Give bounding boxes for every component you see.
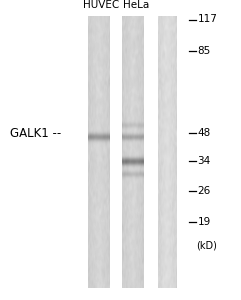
Text: 48: 48 xyxy=(198,128,211,139)
Text: HeLa: HeLa xyxy=(123,1,149,10)
Text: 34: 34 xyxy=(198,155,211,166)
Text: 19: 19 xyxy=(198,217,211,227)
Text: HUVEC: HUVEC xyxy=(83,1,119,10)
Text: 26: 26 xyxy=(198,185,211,196)
Text: 117: 117 xyxy=(198,14,217,25)
Text: (kD): (kD) xyxy=(196,241,217,251)
Text: GALK1 --: GALK1 -- xyxy=(10,127,61,140)
Text: 85: 85 xyxy=(198,46,211,56)
